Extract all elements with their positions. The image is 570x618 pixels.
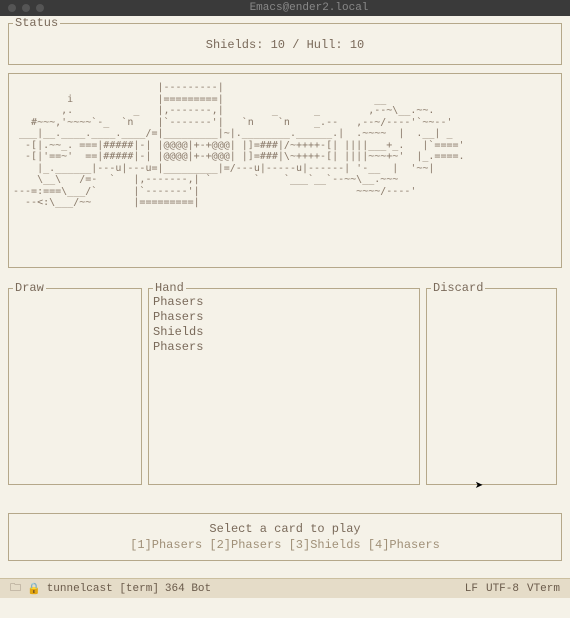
draw-panel: Draw — [8, 288, 142, 485]
action-options[interactable]: [1]Phasers [2]Phasers [3]Shields [4]Phas… — [9, 538, 561, 554]
discard-label: Discard — [431, 281, 485, 295]
status-panel: Status Shields: 10 / Hull: 10 — [8, 23, 562, 65]
hull-value: 10 — [350, 38, 364, 52]
hand-item[interactable]: Phasers — [153, 310, 415, 325]
hand-item[interactable]: Phasers — [153, 295, 415, 310]
hand-list: Phasers Phasers Shields Phasers — [153, 295, 415, 355]
hand-panel: Hand Phasers Phasers Shields Phasers — [148, 288, 420, 485]
close-light[interactable] — [8, 4, 16, 12]
draw-label: Draw — [13, 281, 46, 295]
modeline: 🗀 🔒 tunnelcast [term] 364 Bot LF UTF-8 V… — [0, 578, 570, 598]
shields-label: Shields — [206, 38, 256, 52]
main-content: Status Shields: 10 / Hull: 10 |---------… — [0, 16, 570, 561]
ascii-art: |---------| i |=========| __ ,. _ |,----… — [13, 82, 557, 209]
maximize-light[interactable] — [36, 4, 44, 12]
hand-label: Hand — [153, 281, 186, 295]
action-panel: Select a card to play [1]Phasers [2]Phas… — [8, 513, 562, 561]
line-ending: LF — [465, 583, 478, 595]
folder-icon: 🗀 — [10, 579, 21, 598]
modeline-left: 🗀 🔒 tunnelcast [term] 364 Bot — [10, 579, 211, 598]
action-prompt: Select a card to play — [9, 522, 561, 538]
minibuffer[interactable] — [0, 598, 570, 618]
status-text: Shields: 10 / Hull: 10 — [9, 24, 561, 66]
window-title: Emacs@ender2.local — [56, 2, 562, 14]
traffic-lights — [8, 4, 44, 12]
status-label: Status — [13, 16, 60, 30]
hull-label: Hull — [307, 38, 336, 52]
shields-value: 10 — [271, 38, 285, 52]
discard-panel: Discard — [426, 288, 557, 485]
modeline-right: LF UTF-8 VTerm — [465, 583, 560, 595]
encoding: UTF-8 — [486, 583, 519, 595]
card-row: Draw Hand Phasers Phasers Shields Phaser… — [8, 280, 562, 485]
titlebar: Emacs@ender2.local — [0, 0, 570, 16]
hand-item[interactable]: Phasers — [153, 340, 415, 355]
lock-icon: 🔒 — [27, 582, 41, 596]
minimize-light[interactable] — [22, 4, 30, 12]
ascii-panel: |---------| i |=========| __ ,. _ |,----… — [8, 73, 562, 268]
major-mode: VTerm — [527, 583, 560, 595]
position-indicator: 364 Bot — [165, 583, 211, 595]
hand-item[interactable]: Shields — [153, 325, 415, 340]
buffer-name: tunnelcast [term] — [47, 583, 159, 595]
